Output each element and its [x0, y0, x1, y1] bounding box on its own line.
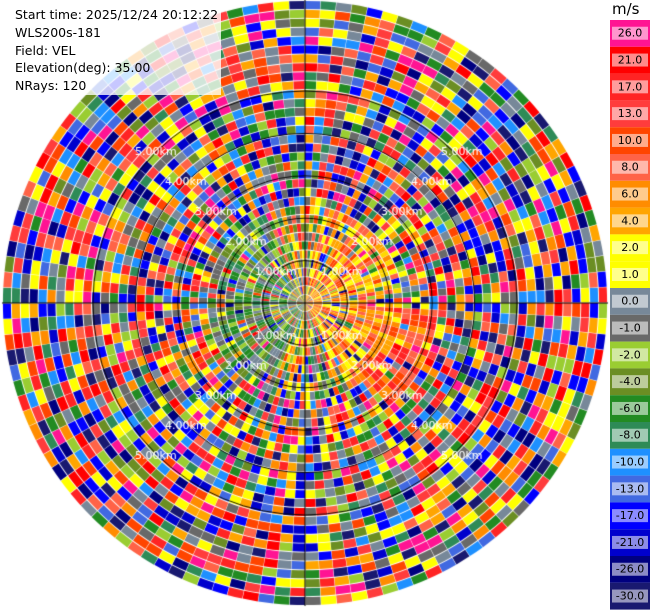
colorbar-tick-label: 13.0 [618, 107, 643, 120]
colorbar-label-backdrop [612, 294, 648, 308]
colorbar-label-backdrop [612, 509, 648, 523]
colorbar-tick-label: 0.0 [621, 295, 639, 308]
colorbar-label-backdrop [612, 160, 648, 174]
field-label: Field: VEL [15, 42, 76, 58]
colorbar-tick-label: -21.0 [616, 536, 644, 549]
colorbar-label-backdrop [612, 428, 648, 442]
colorbar-unit-label: m/s [612, 0, 640, 18]
colorbar-tick-label: -26.0 [616, 563, 644, 576]
colorbar-label-backdrop [612, 455, 648, 469]
colorbar-tick-label: -13.0 [616, 482, 644, 495]
colorbar-tick-label: 8.0 [621, 161, 639, 174]
colorbar-label-backdrop [612, 482, 648, 496]
nrays-label: NRays: 120 [15, 78, 87, 94]
velocity-colorbar: 26.0 21.0 17.0 13.0 10.0 8.0 6.0 4.0 2.0 1.0 0.0 -1… [610, 20, 650, 610]
colorbar-label-backdrop [612, 267, 648, 281]
colorbar-label-backdrop [612, 241, 648, 255]
radar-ppi-plot [0, 0, 610, 610]
colorbar-label-backdrop [612, 187, 648, 201]
colorbar-tick-label: -1.0 [619, 322, 640, 335]
colorbar-label-backdrop [612, 348, 648, 362]
colorbar-tick-label: -8.0 [619, 429, 640, 442]
colorbar-tick-label: 4.0 [621, 214, 639, 227]
colorbar-tick-label: 26.0 [618, 27, 643, 40]
colorbar-tick-label: 21.0 [618, 54, 643, 67]
colorbar-tick-label: 1.0 [621, 268, 639, 281]
colorbar-label-backdrop [612, 401, 648, 415]
station-label: WLS200s-181 [15, 24, 101, 40]
colorbar-tick-label: -6.0 [619, 402, 640, 415]
scan-info-panel: Start time: 2025/12/24 20:12:22 WLS200s-… [12, 6, 222, 95]
colorbar-label-backdrop [612, 107, 648, 121]
colorbar-label-backdrop [612, 589, 648, 603]
colorbar-tick-label: 17.0 [618, 80, 643, 93]
colorbar-label-backdrop [612, 535, 648, 549]
colorbar-tick-label: -17.0 [616, 509, 644, 522]
colorbar-tick-label: 10.0 [618, 134, 643, 147]
colorbar-label-backdrop [612, 53, 648, 67]
colorbar-label-backdrop [612, 321, 648, 335]
colorbar-tick-label: -30.0 [616, 590, 644, 603]
colorbar-label-backdrop [612, 80, 648, 94]
colorbar-label-backdrop [612, 375, 648, 389]
colorbar-label-backdrop [612, 26, 648, 40]
colorbar-label-backdrop [612, 133, 648, 147]
elevation-label: Elevation(deg): 35.00 [15, 60, 151, 76]
colorbar-label-backdrop [612, 214, 648, 228]
colorbar-tick-label: -2.0 [619, 348, 640, 361]
start-time-label: Start time: 2025/12/24 20:12:22 [15, 7, 219, 22]
colorbar-tick-label: -10.0 [616, 456, 644, 469]
colorbar-tick-label: 2.0 [621, 241, 639, 254]
colorbar-tick-label: -4.0 [619, 375, 640, 388]
colorbar-label-backdrop [612, 562, 648, 576]
colorbar-tick-label: 6.0 [621, 188, 639, 201]
